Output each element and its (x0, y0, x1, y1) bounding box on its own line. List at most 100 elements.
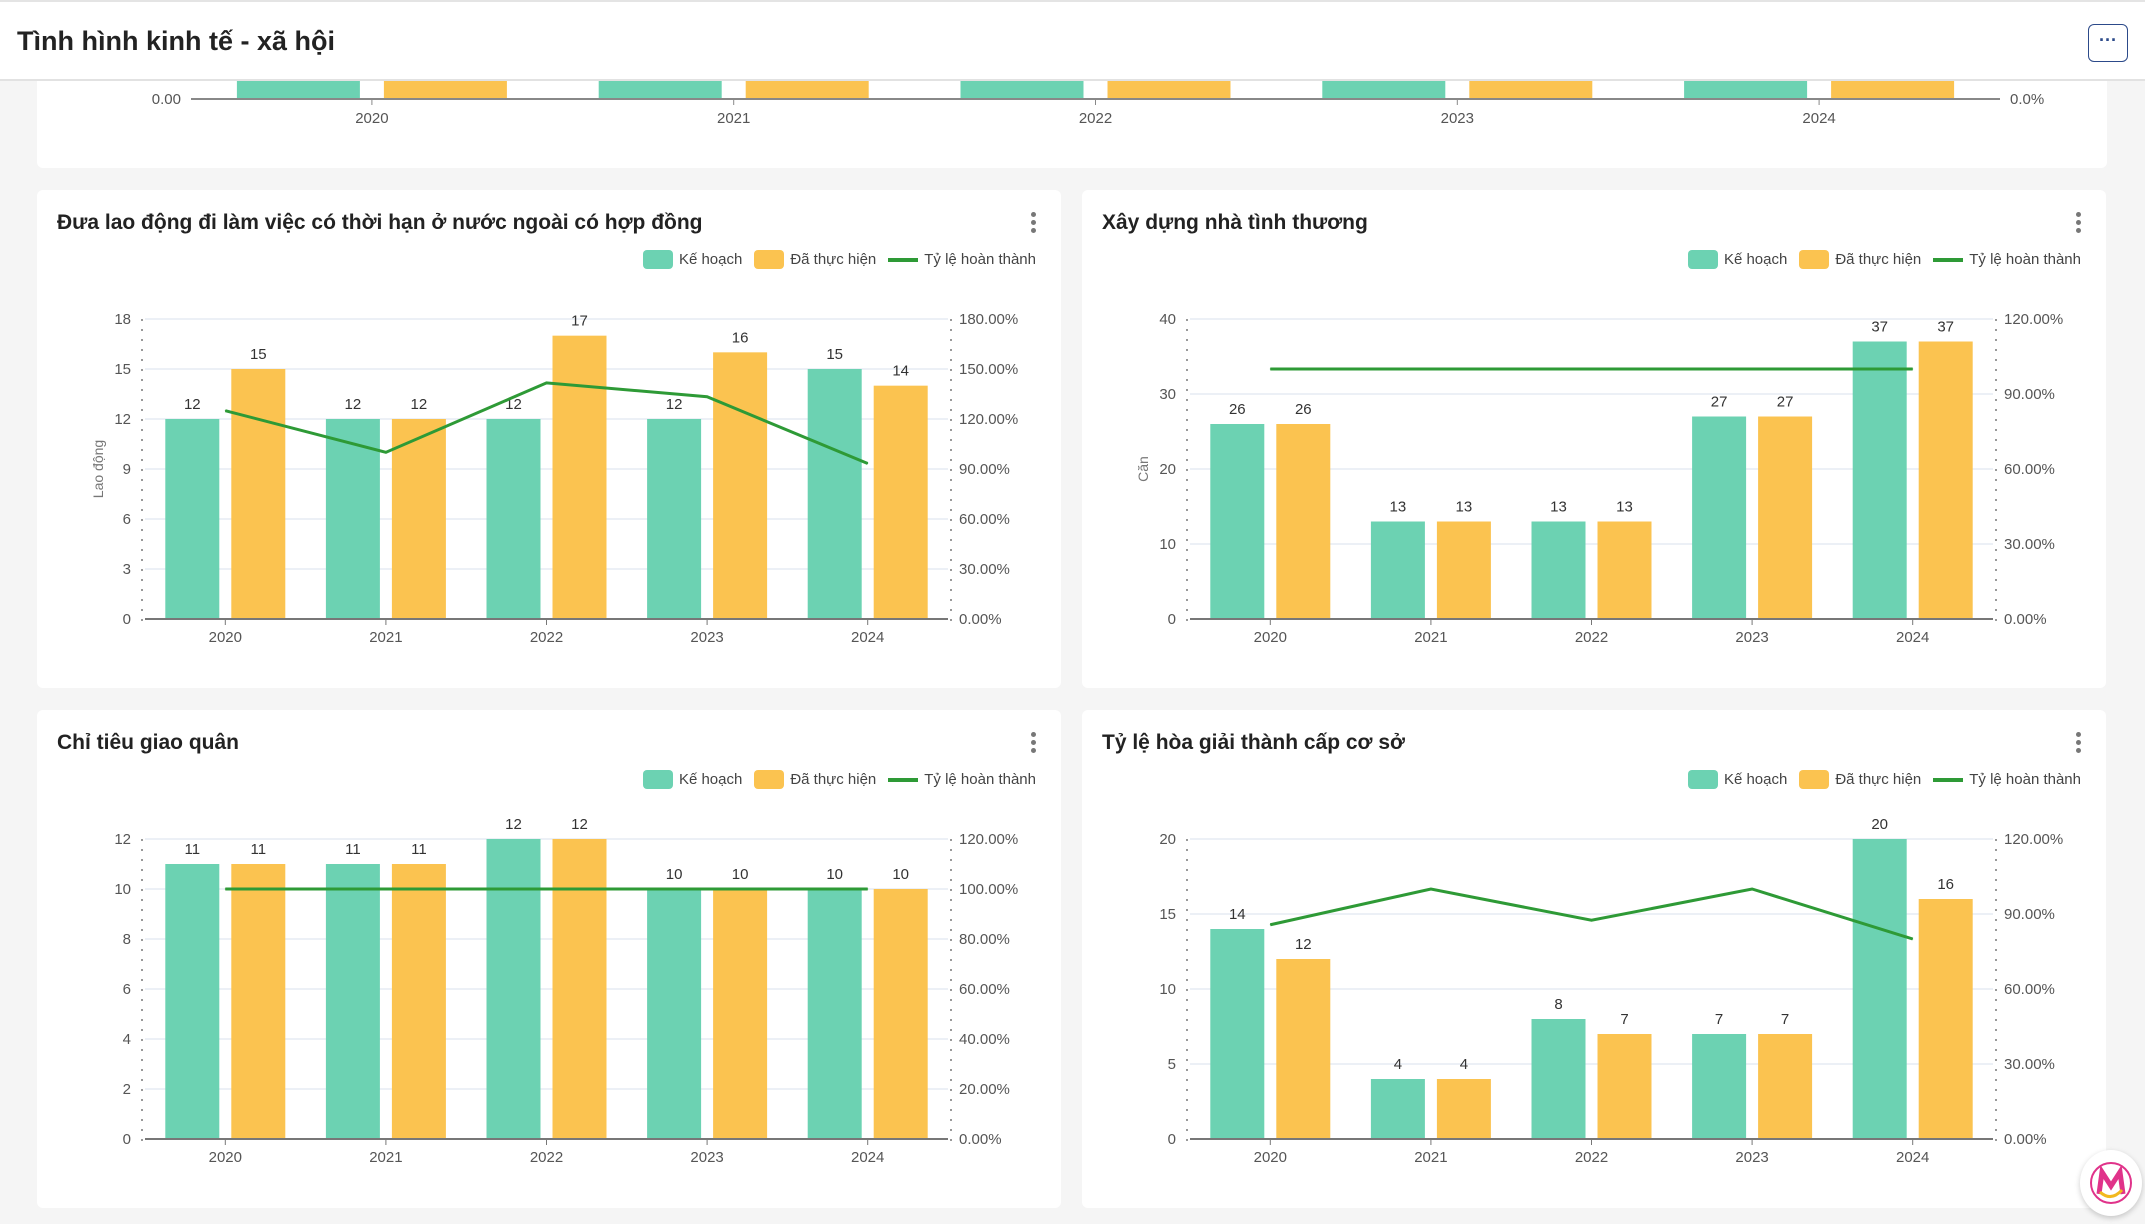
legend-item-plan[interactable]: Kế hoạch (1687, 770, 1787, 789)
minor-tick (141, 919, 143, 921)
minor-tick (1995, 979, 1997, 981)
done-bar (1436, 1079, 1491, 1139)
plan-bar (807, 889, 862, 1139)
app-logo-button[interactable] (2080, 1150, 2142, 1216)
minor-tick (141, 379, 143, 381)
chart-menu-icon[interactable] (2074, 212, 2082, 236)
minor-tick (141, 459, 143, 461)
minor-tick (1995, 889, 1997, 891)
minor-tick (1186, 1029, 1188, 1031)
minor-tick (1186, 389, 1188, 391)
plan-bar (1852, 839, 1907, 1139)
legend-swatch (642, 250, 673, 269)
plan-bar (1531, 1019, 1586, 1139)
minor-tick (141, 1069, 143, 1071)
minor-tick (950, 349, 952, 351)
minor-tick (950, 1089, 952, 1091)
more-options-button[interactable]: ··· (2088, 24, 2128, 62)
x-tick-label: 2020 (1254, 1149, 1287, 1166)
y-tick-label: 4 (123, 1031, 131, 1048)
y-tick-label: 5 (1168, 1056, 1176, 1073)
minor-tick (950, 849, 952, 851)
minor-tick (1186, 609, 1188, 611)
x-tick-label: 2024 (851, 629, 884, 646)
x-tick-label: 2022 (1575, 1149, 1608, 1166)
y-tick-label: 0.00 (152, 91, 181, 108)
legend-item-plan[interactable]: Kế hoạch (642, 770, 742, 789)
chart-card: Xây dựng nhà tình thương Kế hoạch Đã thự… (1082, 190, 2106, 688)
legend-item-plan[interactable]: Kế hoạch (1687, 250, 1787, 269)
y-axis-label: Lao động (90, 440, 106, 498)
minor-tick (141, 479, 143, 481)
bar-value-label: 37 (1937, 319, 1954, 336)
legend-item-done[interactable]: Đã thực hiện (754, 250, 876, 269)
chart-menu-icon[interactable] (2074, 732, 2082, 756)
legend-item-rate[interactable]: Tỷ lệ hoàn thành (1933, 251, 2081, 268)
bar-value-label: 16 (732, 329, 749, 346)
chart-menu-icon[interactable] (1029, 212, 1037, 236)
minor-tick (1186, 959, 1188, 961)
minor-tick (950, 1039, 952, 1041)
minor-tick (141, 539, 143, 541)
legend-item-done[interactable]: Đã thực hiện (754, 770, 876, 789)
minor-tick (1186, 479, 1188, 481)
minor-tick (1186, 1039, 1188, 1041)
minor-tick (1186, 499, 1188, 501)
minor-tick (141, 529, 143, 531)
bar-value-label: 8 (1554, 996, 1562, 1013)
minor-tick (950, 369, 952, 371)
chart-card: Chỉ tiêu giao quân Kế hoạch Đã thực hiện… (37, 710, 1061, 1208)
minor-tick (950, 999, 952, 1001)
x-tick-label: 2020 (209, 1149, 242, 1166)
minor-tick (950, 1059, 952, 1061)
minor-tick (950, 409, 952, 411)
minor-tick (1995, 959, 1997, 961)
minor-tick (1186, 1049, 1188, 1051)
rate-point (1269, 368, 1271, 370)
y-tick-label: 8 (123, 931, 131, 948)
done-bar (1758, 416, 1813, 619)
minor-tick (1995, 409, 1997, 411)
minor-tick (141, 549, 143, 551)
y2-tick-label: 0.00% (2004, 611, 2047, 628)
y-tick-label: 10 (114, 881, 131, 898)
minor-tick (1995, 369, 1997, 371)
minor-tick (141, 1019, 143, 1021)
minor-tick (1186, 909, 1188, 911)
minor-tick (1995, 559, 1997, 561)
legend-item-done[interactable]: Đã thực hiện (1799, 770, 1921, 789)
rate-point (224, 410, 226, 412)
done-bar (713, 352, 768, 619)
plan-bar (1370, 521, 1425, 619)
legend-item-done[interactable]: Đã thực hiện (1799, 250, 1921, 269)
minor-tick (1995, 549, 1997, 551)
bar-value-label: 15 (250, 346, 267, 363)
minor-tick (141, 589, 143, 591)
x-tick-label: 2023 (1735, 1149, 1768, 1166)
rate-point (546, 888, 547, 890)
x-tick-label: 2022 (530, 629, 563, 646)
minor-tick (1995, 359, 1997, 361)
x-tick-label: 2023 (1441, 110, 1474, 127)
minor-tick (1995, 489, 1997, 491)
minor-tick (1995, 1029, 1997, 1031)
legend-item-rate[interactable]: Tỷ lệ hoàn thành (888, 771, 1036, 788)
legend-item-rate[interactable]: Tỷ lệ hoàn thành (888, 251, 1036, 268)
minor-tick (1995, 519, 1997, 521)
minor-tick (950, 509, 952, 511)
y2-tick-label: 0.00% (2004, 1131, 2047, 1148)
legend-item-plan[interactable]: Kế hoạch (642, 250, 742, 269)
legend-label: Đã thực hiện (1835, 771, 1922, 788)
minor-tick (1186, 849, 1188, 851)
bar-value-label: 4 (1394, 1056, 1402, 1073)
minor-tick (1186, 509, 1188, 511)
minor-tick (1186, 519, 1188, 521)
chart-menu-icon[interactable] (1029, 732, 1037, 756)
y2-tick-label: 150.00% (959, 361, 1018, 378)
y2-tick-label: 180.00% (959, 311, 1018, 328)
legend-item-rate[interactable]: Tỷ lệ hoàn thành (1933, 771, 2081, 788)
minor-tick (141, 1049, 143, 1051)
done-bar (873, 385, 928, 619)
x-tick-label: 2024 (1802, 110, 1835, 127)
y-tick-label: 6 (123, 511, 131, 528)
